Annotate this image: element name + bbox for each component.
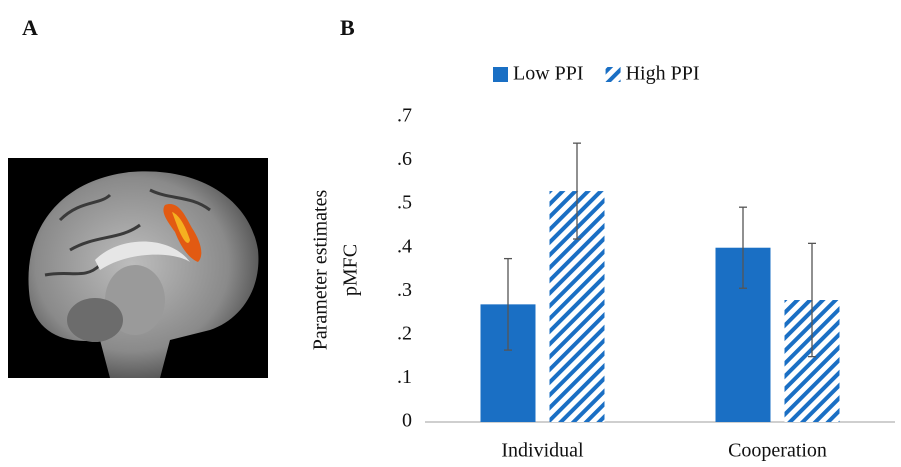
y-axis-label: Parameter estimates [310, 190, 332, 351]
legend-swatch [606, 67, 621, 82]
panel-label: B [340, 15, 355, 40]
y-tick-label: .3 [397, 279, 412, 301]
y-tick-label: .7 [397, 105, 412, 127]
y-tick-label: .2 [397, 322, 412, 344]
x-tick-label: Cooperation [728, 440, 827, 462]
legend-label: High PPI [626, 63, 700, 85]
brain-image [8, 158, 268, 378]
figure: A B 0 .1 .2 .3 .4 .5 .6 .7 Parameter estimates pM… [0, 0, 901, 467]
y-tick-label: .6 [397, 148, 412, 170]
y-tick-label: 0 [402, 410, 412, 432]
legend-label: Low PPI [513, 63, 584, 85]
panel-label: A [22, 15, 38, 40]
x-tick-label: Individual [501, 440, 584, 462]
legend-swatch [493, 67, 508, 82]
y-tick-label: .4 [397, 235, 412, 257]
y-tick-label: .5 [397, 192, 412, 214]
y-axis-label: pMFC [340, 244, 362, 296]
y-tick-label: .1 [397, 366, 412, 388]
